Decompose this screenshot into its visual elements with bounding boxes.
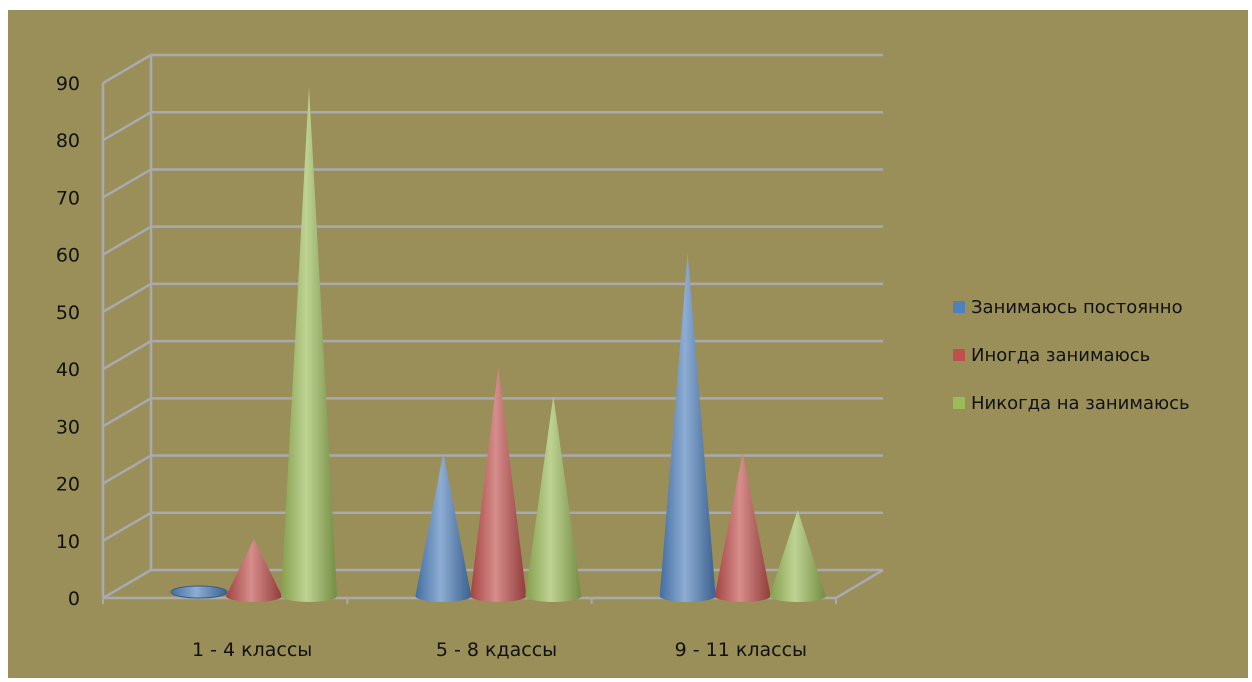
x-category-label: 1 - 4 классы	[192, 639, 312, 661]
legend-item-series-2: Иногда занимаюсь	[953, 341, 1190, 369]
cone-2-1	[415, 452, 472, 602]
cone-3-2	[714, 452, 771, 602]
gridline-diagonal	[102, 53, 152, 85]
y-axis-ticks: 0 10 20 30 40 50 60 70 80 90	[56, 73, 80, 610]
gridline-diagonal	[102, 397, 152, 428]
x-axis-categories: 1 - 4 классы 5 - 8 кдассы 9 - 11 классы	[192, 639, 807, 661]
chart-area: 0 10 20 30 40 50 60 70 80 90 1 - 4 классы 5 - 8 кд…	[8, 10, 1248, 678]
y-tick-label: 0	[68, 588, 80, 610]
gridlines	[102, 53, 883, 542]
cone-1-1	[170, 585, 228, 599]
y-tick-label: 70	[56, 187, 80, 209]
legend-item-series-1: Занимаюсь постоянно	[953, 293, 1190, 321]
gridline-diagonal	[102, 168, 152, 199]
x-category-label: 9 - 11 классы	[675, 639, 807, 661]
x-category-label: 5 - 8 кдассы	[436, 639, 557, 661]
legend-label: Занимаюсь постоянно	[971, 296, 1183, 318]
legend-label: Иногда занимаюсь	[971, 344, 1151, 366]
cones	[170, 86, 826, 602]
legend-swatch	[953, 397, 965, 409]
y-tick-label: 60	[56, 245, 80, 267]
legend-item-series-3: Никогда на занимаюсь	[953, 389, 1190, 417]
floor-edge-left	[102, 568, 152, 600]
legend-swatch	[953, 301, 965, 313]
legend: Занимаюсь постоянно Иногда занимаюсь Ник…	[953, 293, 1190, 437]
cone-2-3	[525, 395, 582, 602]
gridline-diagonal	[102, 340, 152, 371]
y-tick-label: 50	[56, 302, 80, 324]
y-tick-label: 80	[56, 130, 80, 152]
gridline-diagonal	[102, 454, 152, 485]
gridline-diagonal	[102, 225, 152, 256]
cone-2-2	[470, 367, 527, 602]
gridline-diagonal	[102, 282, 152, 313]
floor-edge-right	[835, 568, 884, 600]
cone-1-2	[226, 538, 282, 602]
y-tick-label: 10	[56, 531, 80, 553]
cone-1-3	[281, 86, 337, 602]
gridline-diagonal	[102, 511, 152, 542]
cone-3-1	[659, 252, 716, 602]
y-tick-label: 30	[56, 416, 80, 438]
cone-chart: 0 10 20 30 40 50 60 70 80 90 1 - 4 классы 5 - 8 кд…	[56, 53, 884, 661]
y-tick-label: 40	[56, 359, 80, 381]
cone-3-3	[769, 510, 826, 602]
y-tick-label: 90	[56, 73, 80, 95]
legend-label: Никогда на занимаюсь	[971, 392, 1190, 414]
gridline-diagonal	[102, 111, 152, 142]
y-tick-label: 20	[56, 474, 80, 496]
legend-swatch	[953, 349, 965, 361]
